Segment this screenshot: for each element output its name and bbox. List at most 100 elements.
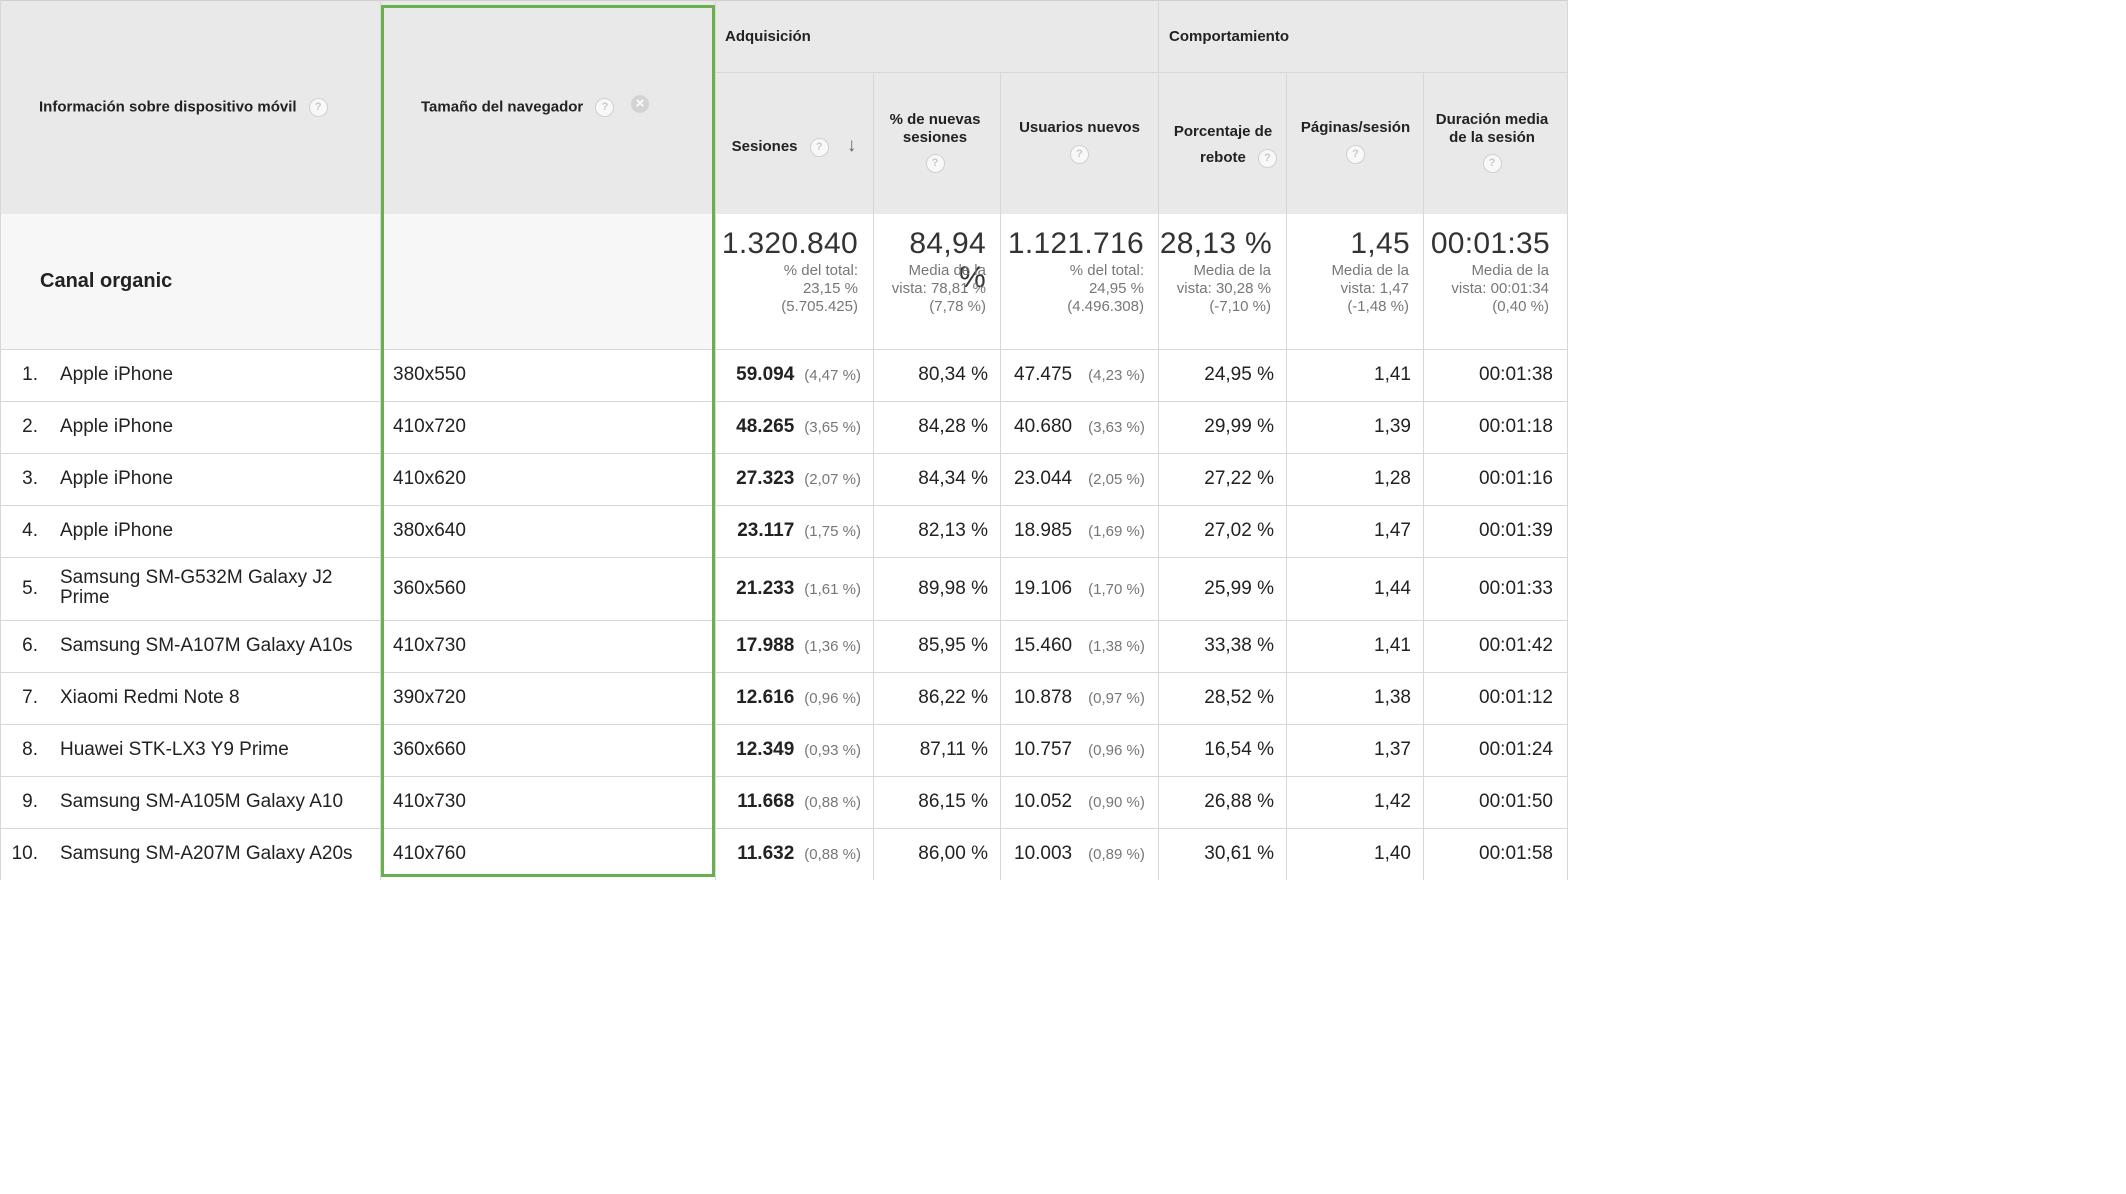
new-users-percent: (0,89 %) <box>1088 846 1145 863</box>
new-users-value: 10.003 <box>1014 843 1073 864</box>
device-name-link[interactable]: Apple iPhone <box>60 468 174 489</box>
new-users-percent: (0,97 %) <box>1088 690 1145 707</box>
sessions-percent: (4,47 %) <box>804 367 861 384</box>
browser-size-value: 390x720 <box>393 687 466 708</box>
bounce-rate-value: 30,61 % <box>1204 843 1274 864</box>
divider <box>1158 0 1159 880</box>
help-icon[interactable]: ? <box>1070 145 1089 164</box>
sessions-percent: (0,93 %) <box>804 742 861 759</box>
summary-sessions: 1.320.840 <box>721 227 858 260</box>
column-header-browser-size-label: Tamaño del navegador <box>421 98 584 116</box>
row-index: 9. <box>22 791 38 812</box>
device-name-link[interactable]: Samsung SM-A207M Galaxy A20s <box>60 843 353 864</box>
header-background <box>0 0 1568 214</box>
pages-session-value: 1,47 <box>1374 520 1411 541</box>
summary-pages-session-sub: Media de la vista: 1,47 (-1,48 %) <box>1287 262 1409 316</box>
device-name-link[interactable]: Samsung SM-G532M Galaxy J2 <box>60 566 333 588</box>
sessions-value: 59.094 <box>736 364 795 385</box>
summary-sub-line: Media de la <box>908 262 986 279</box>
avg-duration-value: 00:01:33 <box>1479 577 1553 599</box>
browser-size-value: 360x660 <box>393 739 466 760</box>
column-header-bounce-rate-line1: Porcentaje de <box>1173 123 1273 140</box>
device-name-link-line2[interactable]: Prime <box>60 586 110 608</box>
column-header-sessions[interactable]: Sesiones ? ↓ <box>715 135 873 157</box>
new-sessions-value: 84,34 % <box>918 468 988 489</box>
summary-sub-line: vista: 00:01:34 <box>1451 280 1549 297</box>
column-header-pages-session-label: Páginas/sesión <box>1300 119 1411 136</box>
sessions-cell: 11.632 (0,88 %) <box>715 843 861 865</box>
device-name-link[interactable]: Samsung SM-A107M Galaxy A10s <box>60 635 353 656</box>
sessions-percent: (0,88 %) <box>804 794 861 811</box>
bounce-rate-value: 29,99 % <box>1204 416 1274 437</box>
new-users-percent: (0,90 %) <box>1088 794 1145 811</box>
new-users-percent: (1,69 %) <box>1088 523 1145 540</box>
help-icon[interactable]: ? <box>1258 148 1278 168</box>
summary-sub-line: (7,78 %) <box>929 298 986 315</box>
new-users-cell: 47.475 (4,23 %) <box>1014 364 1145 386</box>
help-icon[interactable]: ? <box>595 98 615 117</box>
bounce-rate-value: 16,54 % <box>1204 739 1274 760</box>
new-sessions-value: 89,98 % <box>918 577 988 599</box>
column-header-avg-duration-label: Duración media de la sesión <box>1435 111 1549 146</box>
new-sessions-value: 86,00 % <box>918 843 988 864</box>
browser-size-value: 380x550 <box>393 364 466 385</box>
device-name-link[interactable]: Huawei STK-LX3 Y9 Prime <box>60 739 289 760</box>
device-name-link[interactable]: Xiaomi Redmi Note 8 <box>60 687 240 708</box>
column-header-avg-duration[interactable]: Duración media de la sesión ? <box>1430 111 1554 173</box>
sessions-percent: (3,65 %) <box>804 419 861 436</box>
help-icon[interactable]: ? <box>1482 154 1502 173</box>
divider <box>1423 72 1424 880</box>
device-name-link[interactable]: Apple iPhone <box>60 520 174 541</box>
divider <box>0 505 1568 506</box>
summary-sub-line: (-1,48 %) <box>1347 298 1409 315</box>
help-icon[interactable]: ? <box>809 137 829 157</box>
avg-duration-value: 00:01:58 <box>1479 843 1553 864</box>
sessions-cell: 59.094 (4,47 %) <box>715 364 861 386</box>
column-header-browser-size[interactable]: Tamaño del navegador ? <box>382 98 701 117</box>
remove-dimension-icon[interactable]: × <box>631 95 649 113</box>
row-index: 5. <box>22 577 38 599</box>
new-users-value: 10.878 <box>1014 687 1073 708</box>
new-users-value: 47.475 <box>1014 364 1073 385</box>
column-header-new-users[interactable]: Usuarios nuevos ? <box>1001 119 1158 164</box>
summary-sub-line: (5.705.425) <box>781 298 858 315</box>
group-header-acquisition: Adquisición <box>725 28 811 45</box>
avg-duration-value: 00:01:24 <box>1479 739 1553 760</box>
group-header-behavior: Comportamiento <box>1169 28 1289 45</box>
new-sessions-value: 80,34 % <box>918 364 988 385</box>
new-users-cell: 15.460 (1,38 %) <box>1014 635 1145 657</box>
new-users-value: 10.757 <box>1014 739 1073 760</box>
sessions-value: 48.265 <box>736 416 795 437</box>
sessions-cell: 27.323 (2,07 %) <box>715 468 861 490</box>
divider <box>0 620 1568 621</box>
help-icon[interactable]: ? <box>308 98 328 117</box>
row-index: 6. <box>22 635 38 656</box>
divider <box>0 0 1 880</box>
summary-new-sessions: 84,94 % <box>909 227 986 294</box>
device-name-link[interactable]: Samsung SM-A105M Galaxy A10 <box>60 791 344 812</box>
sessions-cell: 21.233 (1,61 %) <box>715 578 861 600</box>
pages-session-value: 1,37 <box>1374 739 1411 760</box>
divider <box>380 0 381 880</box>
column-header-pages-session[interactable]: Páginas/sesión ? <box>1287 119 1424 164</box>
browser-size-value: 410x720 <box>393 416 466 437</box>
help-icon[interactable]: ? <box>1346 145 1365 164</box>
avg-duration-value: 00:01:42 <box>1479 635 1553 656</box>
new-users-value: 23.044 <box>1014 468 1073 489</box>
column-header-bounce-rate[interactable]: Porcentaje de rebote ? <box>1159 119 1287 171</box>
sort-descending-icon[interactable]: ↓ <box>846 135 857 156</box>
column-header-device[interactable]: Información sobre dispositivo móvil ? <box>20 98 379 117</box>
new-users-percent: (4,23 %) <box>1088 367 1145 384</box>
column-header-new-sessions[interactable]: % de nuevas sesiones ? <box>880 111 990 173</box>
new-users-percent: (2,05 %) <box>1088 471 1145 488</box>
pages-session-value: 1,44 <box>1374 577 1411 599</box>
sessions-value: 27.323 <box>736 468 795 489</box>
browser-size-value: 360x560 <box>393 577 466 599</box>
summary-sub-line: % del total: <box>1069 262 1144 279</box>
pages-session-value: 1,41 <box>1374 635 1411 656</box>
device-name-link[interactable]: Apple iPhone <box>60 364 174 385</box>
device-name-link[interactable]: Apple iPhone <box>60 416 174 437</box>
help-icon[interactable]: ? <box>925 154 945 173</box>
new-sessions-value: 84,28 % <box>918 416 988 437</box>
sessions-percent: (0,88 %) <box>804 846 861 863</box>
